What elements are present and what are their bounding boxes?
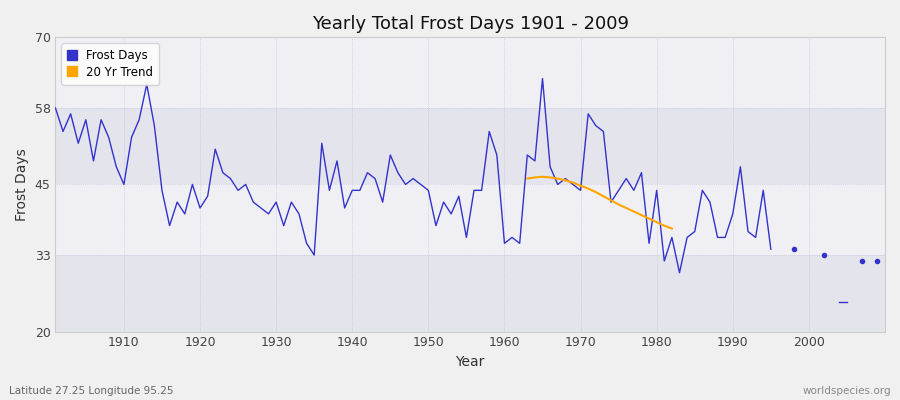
X-axis label: Year: Year xyxy=(455,355,485,369)
Bar xyxy=(56,37,885,108)
Legend: Frost Days, 20 Yr Trend: Frost Days, 20 Yr Trend xyxy=(61,43,159,84)
Text: Latitude 27.25 Longitude 95.25: Latitude 27.25 Longitude 95.25 xyxy=(9,386,174,396)
Y-axis label: Frost Days: Frost Days xyxy=(15,148,29,221)
Text: worldspecies.org: worldspecies.org xyxy=(803,386,891,396)
Title: Yearly Total Frost Days 1901 - 2009: Yearly Total Frost Days 1901 - 2009 xyxy=(311,15,629,33)
Bar xyxy=(56,184,885,255)
Bar xyxy=(56,255,885,332)
Bar xyxy=(56,108,885,184)
